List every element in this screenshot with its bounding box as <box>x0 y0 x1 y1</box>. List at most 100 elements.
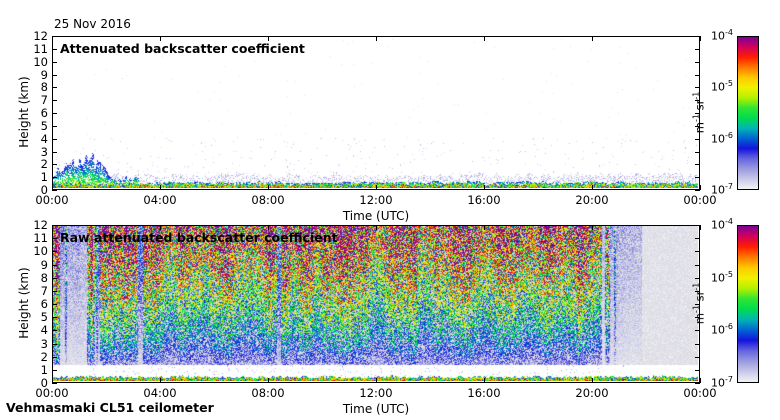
y-tick-label-bottom: 10 <box>33 244 48 259</box>
axis-tick <box>267 185 269 190</box>
y-tick-label-top: 2 <box>40 157 48 172</box>
axis-tick <box>375 378 377 383</box>
y-tick-label-top: 10 <box>33 54 48 69</box>
x-tick-label-bottom: 20:00 <box>575 386 609 400</box>
axis-tick <box>52 250 57 252</box>
y-tick-label-top: 1 <box>40 170 48 185</box>
axis-tick <box>483 36 485 41</box>
x-tick-label-bottom: 00:00 <box>35 386 69 400</box>
x-tick-label-bottom: 04:00 <box>143 386 177 400</box>
x-tick-label-top: 08:00 <box>251 193 285 207</box>
axis-tick <box>591 378 593 383</box>
axis-tick <box>52 189 57 191</box>
colorbar-tick-label-top: 10-7 <box>711 182 733 197</box>
axis-tick <box>591 36 593 41</box>
x-tick-label-top: 12:00 <box>359 193 393 207</box>
x-tick-label-top: 04:00 <box>143 193 177 207</box>
axis-tick <box>699 36 701 41</box>
axis-tick <box>267 36 269 41</box>
axis-tick <box>51 225 53 230</box>
axis-tick <box>695 250 700 252</box>
axis-tick <box>159 185 161 190</box>
axis-tick <box>267 378 269 383</box>
axis-tick <box>695 382 700 384</box>
axis-tick <box>695 112 700 114</box>
colorbar-tick-label-top: 10-6 <box>711 130 733 146</box>
colorbar-tick-label-top: 10-4 <box>711 28 733 43</box>
y-tick-label-top: 4 <box>40 131 48 146</box>
axis-tick <box>695 189 700 191</box>
station-caption: Vehmasmaki CL51 ceilometer <box>6 400 214 415</box>
y-tick-label-bottom: 5 <box>40 310 48 325</box>
y-tick-label-bottom: 4 <box>40 323 48 338</box>
y-tick-label-top: 5 <box>40 118 48 133</box>
colorbar-tick-label-bottom: 10-4 <box>711 217 733 232</box>
colorbar-tick-label-bottom: 10-6 <box>711 322 733 337</box>
y-tick-label-bottom: 9 <box>40 257 48 272</box>
x-tick-label-bottom: 12:00 <box>359 386 393 400</box>
axis-tick <box>695 61 700 63</box>
x-axis-label-bottom: Time (UTC) <box>342 402 410 416</box>
x-tick-label-top: 00:00 <box>683 193 717 207</box>
y-tick-label-top: 0 <box>40 183 48 197</box>
y-tick-label-top: 6 <box>40 106 48 120</box>
axis-tick <box>695 303 700 305</box>
x-tick-label-top: 00:00 <box>35 193 69 207</box>
axis-tick <box>591 225 593 230</box>
colorbar-tick-label-bottom: 10-5 <box>711 269 733 285</box>
axis-tick <box>695 48 700 50</box>
axis-tick <box>267 225 269 230</box>
y-tick-label-bottom: 6 <box>40 297 48 311</box>
y-tick-label-top: 8 <box>40 80 48 95</box>
axis-tick <box>52 264 57 266</box>
y-tick-label-bottom: 1 <box>40 362 48 377</box>
x-axis-label-top: Time (UTC) <box>342 209 410 223</box>
axis-tick <box>699 378 701 383</box>
axis-tick <box>52 163 57 165</box>
axis-tick <box>52 176 57 178</box>
axis-tick <box>695 264 700 266</box>
axis-tick <box>52 61 57 63</box>
y-tick-label-top: 9 <box>40 67 48 82</box>
axis-tick <box>695 356 700 358</box>
axis-tick <box>51 378 53 383</box>
axis-tick <box>52 86 57 88</box>
y-tick-label-bottom: 7 <box>40 283 48 298</box>
colorbar-gradient-bottom <box>737 225 759 383</box>
colorbar-tick-label-top: 10-5 <box>711 79 733 94</box>
axis-tick <box>52 316 57 318</box>
y-tick-label-bottom: 12 <box>33 218 48 232</box>
axis-tick <box>52 237 57 239</box>
plot-area-raw-attenuated-backscatter[interactable] <box>52 225 700 383</box>
plot-area-attenuated-backscatter[interactable] <box>52 36 700 190</box>
axis-tick <box>695 125 700 127</box>
axis-tick <box>695 176 700 178</box>
axis-tick <box>695 99 700 101</box>
axis-tick <box>52 112 57 114</box>
y-tick-label-bottom: 3 <box>40 336 48 351</box>
axis-tick <box>695 277 700 279</box>
axis-tick <box>695 316 700 318</box>
y-tick-label-bottom: 2 <box>40 349 48 364</box>
y-tick-label-top: 12 <box>33 29 48 43</box>
axis-tick <box>52 99 57 101</box>
colorbar-gradient-top <box>737 36 759 190</box>
y-tick-label-bottom: 11 <box>33 231 48 246</box>
axis-tick <box>51 36 53 41</box>
axis-tick <box>483 225 485 230</box>
colorbar-tick-label-bottom: 10-7 <box>711 375 733 390</box>
axis-tick <box>159 225 161 230</box>
axis-tick <box>695 343 700 345</box>
y-tick-label-bottom: 8 <box>40 270 48 285</box>
axis-tick <box>159 378 161 383</box>
axis-tick <box>52 369 57 371</box>
axis-tick <box>52 224 57 226</box>
axis-tick <box>695 224 700 226</box>
x-tick-label-top: 20:00 <box>575 193 609 207</box>
axis-tick <box>695 74 700 76</box>
axis-tick <box>699 185 701 190</box>
x-tick-label-bottom: 16:00 <box>467 386 501 400</box>
heatmap-canvas-attenuated-backscatter <box>53 37 698 188</box>
axis-tick <box>375 225 377 230</box>
